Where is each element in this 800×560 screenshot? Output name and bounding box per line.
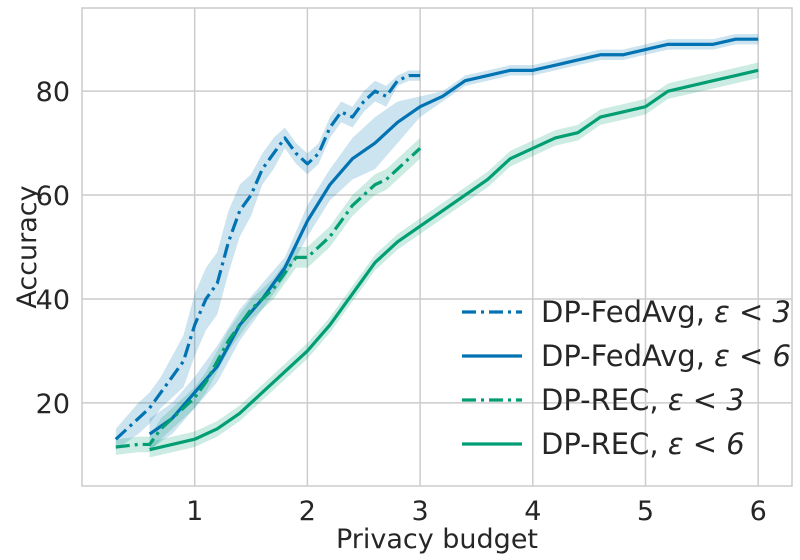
legend-method-fedavg-eps6: DP-FedAvg, [541,339,714,373]
legend-entry-fedavg-eps6: DP-FedAvg, ε < 6 [462,339,791,373]
band-dp-fedavg-3 [115,70,421,450]
band-dp-rec-6 [149,62,759,458]
legend-entry-rec-eps3: DP-REC, ε < 3 [462,383,745,417]
legend-method-rec-eps6: DP-REC, [541,427,668,461]
y-tick-label: 40 [36,285,70,316]
line-dp-fedavg-3 [114,73,421,441]
confidence-bands [115,33,759,458]
legend: DP-FedAvg, ε < 3 DP-FedAvg, ε < 6 DP-REC… [462,295,791,461]
legend-entry-rec-eps6: DP-REC, ε < 6 [462,427,745,461]
legend-eps-fedavg-eps6: ε < 6 [714,339,791,373]
y-tick-label: 20 [36,389,70,420]
y-axis-label: Accuracy [12,185,43,308]
legend-eps-fedavg-eps3: ε < 3 [714,295,791,329]
y-tick-label: 80 [36,77,70,108]
legend-eps-rec-eps3: ε < 3 [668,383,745,417]
legend-entry-fedavg-eps3: DP-FedAvg, ε < 3 [462,295,791,329]
x-tick-label: 6 [750,496,767,527]
legend-label-rec-eps6: DP-REC, ε < 6 [541,427,745,461]
legend-label-fedavg-eps3: DP-FedAvg, ε < 3 [541,295,791,329]
x-tick-label: 2 [299,496,316,527]
y-tick-label: 60 [36,181,70,212]
legend-eps-rec-eps6: ε < 6 [668,427,745,461]
line-dp-rec-6 [149,68,759,452]
x-tick-label: 4 [524,496,541,527]
x-axis-label: Privacy budget [336,524,538,555]
tick-labels: 1 2 3 4 5 6 20 40 60 80 [36,77,767,527]
legend-method-fedavg-eps3: DP-FedAvg, [541,295,714,329]
series-lines [114,37,759,452]
line-dp-rec-3 [115,147,422,449]
x-tick-label: 1 [186,496,203,527]
legend-label-fedavg-eps6: DP-FedAvg, ε < 6 [541,339,791,373]
x-tick-label: 5 [637,496,654,527]
plot-frame [81,7,793,487]
legend-method-rec-eps3: DP-REC, [541,383,668,417]
band-dp-rec-3 [115,137,421,455]
x-tick-label: 3 [412,496,429,527]
legend-label-rec-eps3: DP-REC, ε < 3 [541,383,745,417]
